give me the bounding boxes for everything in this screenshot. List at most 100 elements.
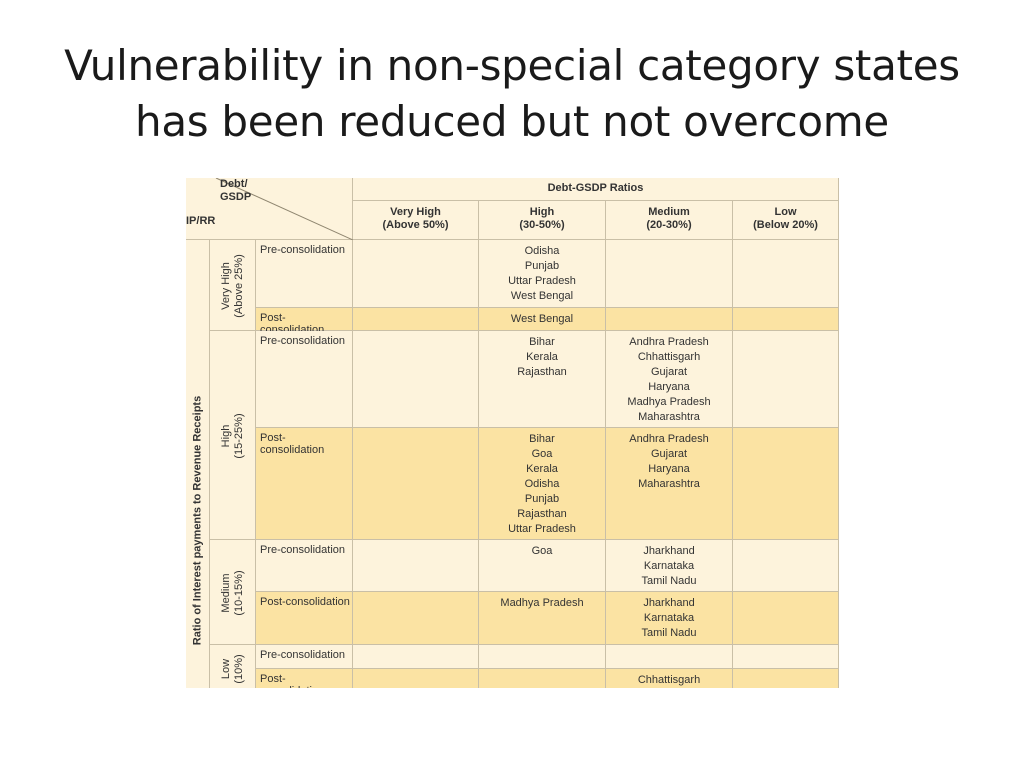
- column-header-range: (30-50%): [519, 219, 565, 231]
- state-name: Kerala: [526, 463, 558, 475]
- stage-cell: Pre-consolidation: [256, 240, 353, 308]
- column-header-range: (20-30%): [646, 219, 692, 231]
- stage-label: Pre-consolidation: [260, 335, 345, 347]
- data-cell: [353, 540, 479, 592]
- data-cell: [479, 669, 606, 688]
- state-name: Odisha: [524, 478, 560, 490]
- debt-gsdp-ratios-header: Debt-GSDP Ratios: [353, 178, 839, 201]
- corner-debt-gsdp-label: Debt/ GSDP: [220, 178, 252, 203]
- state-list: [353, 669, 478, 673]
- state-name: Madhya Pradesh: [627, 396, 711, 408]
- data-cell: Jharkhand Karnataka Tamil Nadu: [606, 592, 733, 645]
- state-name: Tamil Nadu: [641, 627, 697, 639]
- state-list: Bihar Goa Kerala Odisha Punjab Rajasthan Uttar…: [479, 428, 605, 537]
- row-group-cell: Very High (Above 25%): [210, 240, 256, 331]
- row-group-cell: Medium (10-15%): [210, 540, 256, 645]
- state-name: Chhattisgarh: [637, 351, 701, 363]
- row-group-text: High (15-25%): [220, 391, 246, 481]
- data-cell: [606, 645, 733, 669]
- data-cell: [733, 428, 839, 540]
- row-group-cell: High (15-25%): [210, 331, 256, 540]
- state-name: Jharkhand: [643, 545, 695, 557]
- state-list: [353, 645, 478, 649]
- state-name: Madhya Pradesh: [500, 597, 584, 609]
- state-list: Madhya Pradesh: [479, 592, 605, 611]
- state-list: [606, 645, 732, 649]
- data-cell: [353, 428, 479, 540]
- stage-cell: Pre-consolidation: [256, 331, 353, 428]
- column-header-label: Medium: [648, 206, 690, 218]
- debt-gsdp-table: Debt/ GSDP IP/RR Debt-GSDP Ratios Very High…: [186, 178, 839, 688]
- state-list: [353, 592, 478, 596]
- state-list: [353, 428, 478, 432]
- data-cell: [353, 669, 479, 688]
- data-cell: Jharkhand Karnataka Tamil Nadu: [606, 540, 733, 592]
- row-group-range: (10%): [233, 654, 245, 684]
- data-cell: Andhra Pradesh Chhattisgarh Gujarat Haryana…: [606, 331, 733, 428]
- data-cell: [353, 240, 479, 308]
- state-name: Andhra Pradesh: [629, 336, 709, 348]
- stage-label: Pre-consolidation: [260, 649, 345, 661]
- state-name: West Bengal: [510, 290, 574, 302]
- state-list: [353, 331, 478, 335]
- state-list: [606, 240, 732, 244]
- data-cell: [733, 240, 839, 308]
- state-name: Andhra Pradesh: [629, 433, 709, 445]
- stage-label: Post-consolidation: [260, 596, 350, 608]
- state-list: [479, 669, 605, 673]
- data-cell: [606, 240, 733, 308]
- column-header-label: High: [529, 206, 555, 218]
- state-name: Rajasthan: [517, 508, 567, 520]
- corner-ip-rr-label: IP/RR: [186, 215, 216, 227]
- state-name: Gujarat: [650, 366, 688, 378]
- stage-label: Post- consolidation: [260, 673, 324, 688]
- slide-title: Vulnerability in non-special category st…: [0, 38, 1024, 150]
- state-list: Odisha Punjab Uttar Pradesh West Bengal: [479, 240, 605, 304]
- row-group-text: Very High (Above 25%): [220, 241, 246, 331]
- debt-gsdp-ratios-label: Debt-GSDP Ratios: [547, 182, 644, 194]
- row-group-label: Low: [220, 658, 232, 680]
- data-cell: [353, 331, 479, 428]
- data-cell: [606, 308, 733, 331]
- column-header-range: (Below 20%): [753, 219, 818, 231]
- title-line-1: Vulnerability in non-special category st…: [64, 41, 960, 90]
- row-group-range: (Above 25%): [233, 253, 245, 318]
- row-axis-label: Ratio of Interest payments to Revenue Re…: [191, 395, 204, 646]
- state-name: Bihar: [529, 336, 555, 348]
- row-group-text: Low (10%): [220, 624, 246, 688]
- state-list: Andhra Pradesh Gujarat Haryana Maharashtra: [606, 428, 732, 492]
- data-cell: [733, 645, 839, 669]
- state-list: [606, 308, 732, 312]
- state-name: Punjab: [524, 260, 560, 272]
- state-name: Goa: [531, 448, 553, 460]
- state-name: Maharashtra: [638, 478, 700, 490]
- state-list: [733, 428, 838, 432]
- data-cell: [733, 308, 839, 331]
- state-name: Goa: [531, 545, 553, 557]
- data-cell: [733, 331, 839, 428]
- row-group-label: Very High: [220, 261, 232, 310]
- column-header: Very High (Above 50%): [353, 201, 479, 240]
- column-header-label: Very High: [390, 206, 441, 218]
- state-list: [479, 645, 605, 649]
- state-name: Tamil Nadu: [641, 575, 697, 587]
- column-header: Medium (20-30%): [606, 201, 733, 240]
- state-list: [733, 331, 838, 335]
- state-list: [353, 308, 478, 312]
- state-name: Punjab: [524, 493, 560, 505]
- data-cell: [353, 645, 479, 669]
- state-list: [733, 540, 838, 544]
- stage-cell: Pre-consolidation: [256, 540, 353, 592]
- data-cell: [479, 645, 606, 669]
- state-list: Jharkhand Karnataka Tamil Nadu: [606, 592, 732, 641]
- state-name: Jharkhand: [643, 597, 695, 609]
- state-name: Karnataka: [643, 560, 695, 572]
- stage-cell: Pre-consolidation: [256, 645, 353, 669]
- state-name: Uttar Pradesh: [508, 523, 576, 535]
- column-header-label: Low: [774, 206, 797, 218]
- data-cell: Madhya Pradesh: [479, 592, 606, 645]
- data-cell: [733, 669, 839, 688]
- state-list: [733, 308, 838, 312]
- stage-cell: Post- consolidation: [256, 428, 353, 540]
- corner-diagonal-line: [215, 178, 353, 240]
